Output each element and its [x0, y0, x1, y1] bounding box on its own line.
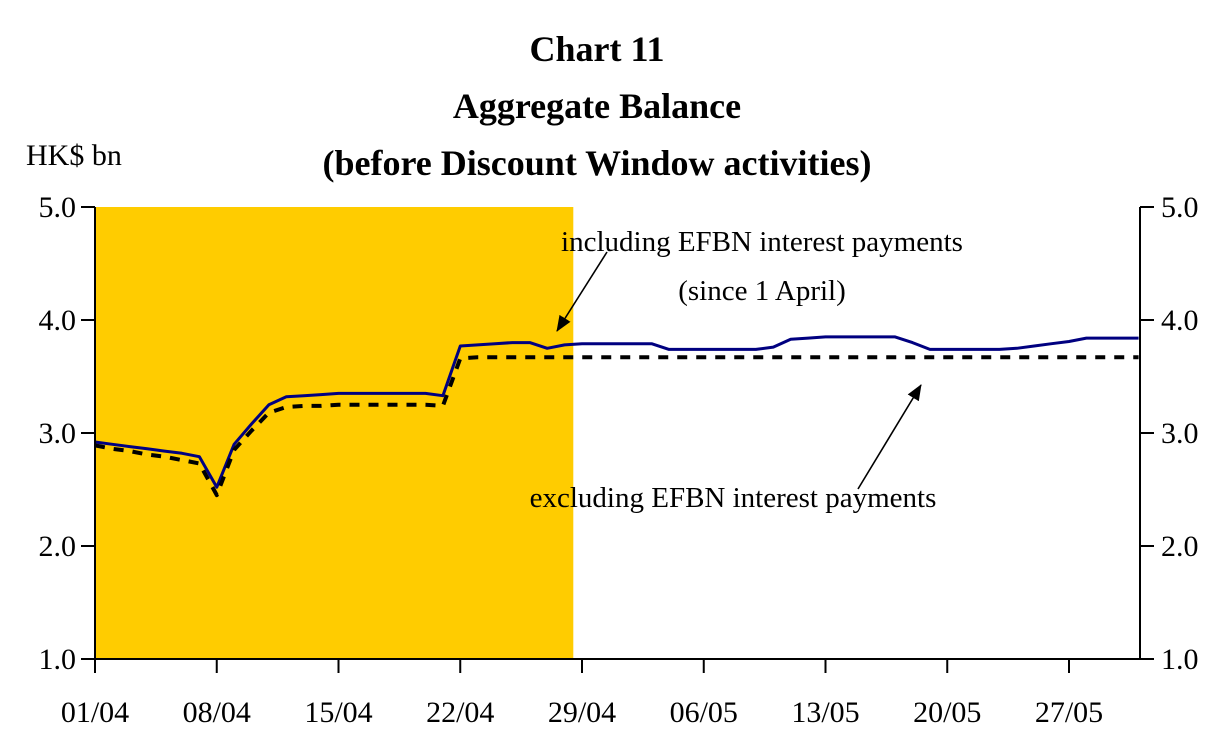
including-annotation-arrow: [556, 251, 608, 332]
axes-and-ticks: 5.0 5.0 4.0 4.0 3.0 3.0 2.0 2.0 1.0 1.0 01/04 08/04…: [39, 191, 1199, 729]
chart-title-line2: Aggregate Balance: [452, 86, 742, 126]
y-axis-tick-label-left: 5.0: [39, 191, 77, 224]
chart-title-line1: Chart 11: [529, 29, 665, 69]
chart-title-line3: (before Discount Window activities): [322, 143, 872, 183]
y-axis-tick-label-right: 3.0: [1161, 417, 1199, 450]
x-axis-tick-label: 15/04: [304, 696, 372, 729]
series-line-including: [94, 335, 1139, 489]
x-axis-tick-label: 08/04: [183, 696, 251, 729]
y-axis-unit-label: HK$ bn: [26, 139, 122, 172]
y-axis-tick-label-right: 5.0: [1161, 191, 1199, 224]
annotation-including-line2: (since 1 April): [678, 275, 846, 307]
x-axis-tick-label: 22/04: [426, 696, 494, 729]
y-axis-tick-label-left: 3.0: [39, 417, 77, 450]
x-axis-tick-label: 06/05: [670, 696, 738, 729]
y-axis-tick-label-right: 1.0: [1161, 643, 1199, 676]
series-line-excluding: [94, 355, 1139, 498]
excluding-annotation-arrow: [857, 384, 922, 490]
y-axis-tick-label-right: 2.0: [1161, 530, 1199, 563]
series-lines: [94, 335, 1139, 498]
annotation-arrows: [556, 251, 922, 490]
y-axis-tick-label-right: 4.0: [1161, 304, 1199, 337]
x-axis-tick-label: 27/05: [1035, 696, 1103, 729]
y-axis-tick-label-left: 1.0: [39, 643, 77, 676]
annotation-excluding: excluding EFBN interest payments: [529, 482, 937, 514]
x-axis-tick-label: 01/04: [61, 696, 129, 729]
y-axis-tick-label-left: 4.0: [39, 304, 77, 337]
shaded-period-region: [95, 207, 574, 659]
annotation-including: including EFBN interest payments (since …: [462, 218, 1062, 316]
x-axis-tick-label: 20/05: [913, 696, 981, 729]
x-axis-tick-label: 29/04: [548, 696, 616, 729]
x-axis-tick-label: 13/05: [791, 696, 859, 729]
annotation-including-line1: including EFBN interest payments: [561, 226, 963, 258]
y-axis-tick-label-left: 2.0: [39, 530, 77, 563]
